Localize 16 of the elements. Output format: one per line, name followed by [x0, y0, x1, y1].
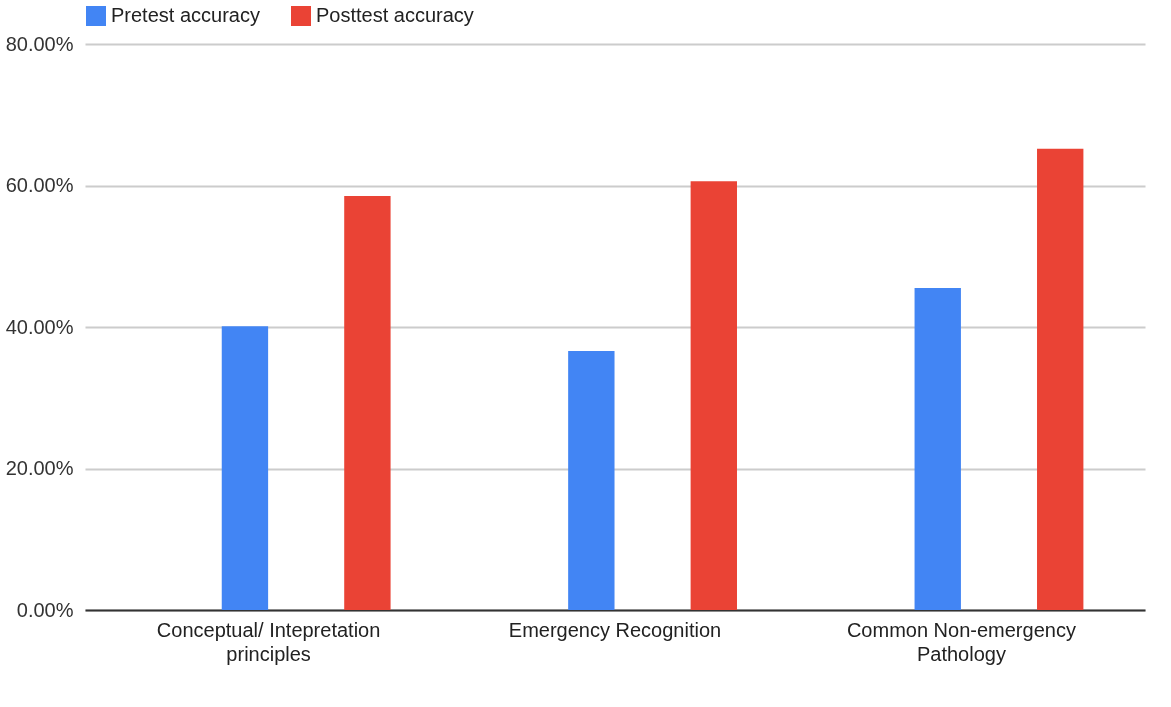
y-tick-label: 80.00%: [5, 32, 74, 55]
y-tick-label: 20.00%: [5, 457, 74, 479]
legend-label: Posttest accuracy: [316, 4, 474, 26]
x-tick-label: Emergency Recognition: [508, 618, 722, 641]
bar: [914, 288, 961, 610]
y-tick-label: 0.00%: [16, 598, 74, 621]
legend-label: Pretest accuracy: [111, 4, 260, 26]
bar: [568, 351, 615, 610]
x-tick-label: Conceptual/ Intepretation principles: [156, 618, 381, 665]
bar: [690, 181, 737, 610]
bar: [221, 326, 269, 610]
bar: [344, 196, 391, 610]
bar: [1037, 148, 1084, 610]
y-tick-label: 60.00%: [5, 174, 74, 196]
y-tick-label: 40.00%: [5, 315, 74, 338]
x-tick-label: Common Non-emergency Pathology: [846, 618, 1076, 665]
